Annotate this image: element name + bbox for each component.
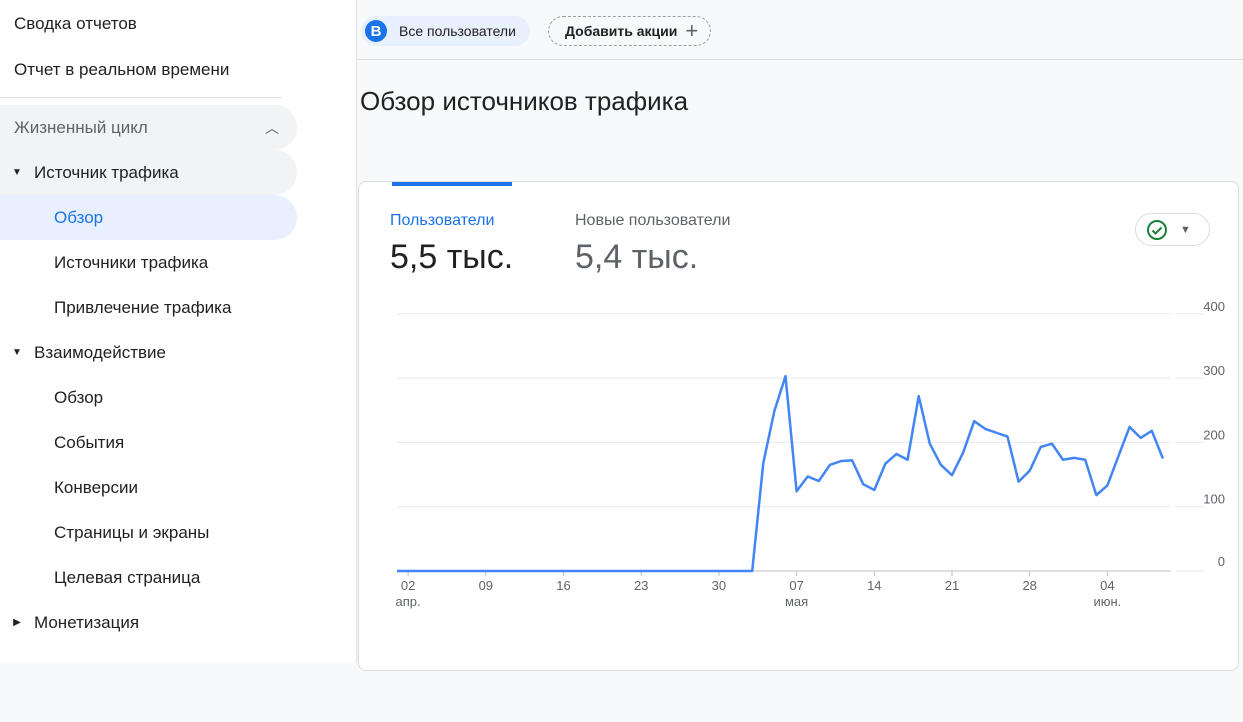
divider [358, 59, 1243, 60]
sidebar-item-label: Источник трафика [34, 162, 179, 182]
caret-down-icon[interactable]: ▼ [12, 167, 22, 178]
chevron-up-icon: ︿ [265, 119, 279, 136]
sidebar-item-label: Целевая страница [54, 567, 201, 587]
add-comparison-button[interactable]: Добавить акции + [548, 16, 712, 46]
check-circle-icon [1147, 219, 1167, 240]
divider [0, 97, 282, 98]
x-tick-label: 21 [945, 578, 959, 593]
tab-users[interactable]: Пользователи 5,5 тыс. [390, 212, 513, 277]
caret-down-icon: ▼ [1180, 223, 1191, 236]
sidebar-item-label: События [54, 432, 125, 452]
y-tick-label: 400 [1203, 299, 1225, 314]
active-tab-indicator [392, 182, 512, 186]
sidebar-item-label: Обзор [54, 207, 104, 227]
x-tick-label: 04 [1100, 578, 1114, 593]
metric-value: 5,5 тыс. [390, 238, 514, 276]
main: B Все пользователи Добавить акции + Обзор… [358, 0, 1243, 671]
caret-down-icon[interactable]: ▼ [12, 347, 22, 358]
tab-new-users[interactable]: Новые пользователи 5,4 тыс. [575, 212, 730, 277]
sidebar-item-label: Взаимодействие [34, 342, 166, 362]
chart-type-dropdown[interactable]: ▼ [1135, 213, 1210, 246]
segment-chip[interactable]: B Все пользователи [361, 16, 530, 46]
sidebar-item[interactable]: События [0, 420, 297, 465]
sidebar-item[interactable]: ▼ Взаимодействие [0, 330, 297, 375]
x-tick-label: 16 [556, 578, 570, 593]
sidebar-item-label: Источники трафика [54, 252, 209, 272]
caret-right-icon[interactable]: ▶ [13, 617, 21, 628]
y-tick-label: 100 [1203, 492, 1225, 507]
x-tick-label: 09 [479, 578, 493, 593]
segment-label: Все пользователи [399, 23, 516, 39]
x-tick-label: 28 [1022, 578, 1036, 593]
add-label: Добавить акции [565, 23, 678, 39]
x-tick-label: 07 [789, 578, 803, 593]
x-tick-label: 02 [401, 578, 415, 593]
x-tick-label: 14 [867, 578, 881, 593]
sidebar-item-label: Привлечение трафика [54, 297, 232, 317]
x-tick-label: 30 [712, 578, 726, 593]
x-tick-sublabel: июн. [1093, 594, 1121, 609]
sidebar-item[interactable]: Конверсии [0, 465, 297, 510]
y-tick-label: 0 [1218, 554, 1225, 569]
y-tick-label: 200 [1203, 427, 1225, 442]
metric-label: Пользователи [390, 212, 495, 229]
sidebar-item[interactable]: Привлечение трафика [0, 285, 297, 330]
sidebar-item[interactable]: Источники трафика [0, 240, 297, 285]
sidebar-item[interactable]: Целевая страница [0, 555, 297, 600]
sidebar-item[interactable]: Обзор [0, 195, 297, 240]
sidebar-realtime[interactable]: Отчет в реальном времени [14, 60, 230, 79]
sidebar-item-label: Обзор [54, 387, 104, 407]
y-tick-label: 300 [1203, 363, 1225, 378]
chart-card: Пользователи 5,5 тыс. Новые пользователи… [358, 181, 1239, 671]
page-title: Обзор источников трафика [360, 86, 689, 116]
metric-label: Новые пользователи [575, 212, 731, 229]
group-label: Жизненный цикл [14, 117, 148, 137]
segment-badge: B [365, 20, 387, 42]
sidebar-item-label: Конверсии [54, 477, 138, 497]
sidebar: Сводка отчетов Отчет в реальном времени … [0, 0, 357, 663]
sidebar-reports-snapshot[interactable]: Сводка отчетов [14, 14, 137, 33]
sidebar-item-label: Монетизация [34, 612, 140, 632]
sidebar-item[interactable]: ▼ Источник трафика [0, 150, 297, 195]
sidebar-item[interactable]: Обзор [0, 375, 297, 420]
metric-value: 5,4 тыс. [575, 238, 699, 276]
x-tick-sublabel: апр. [396, 594, 421, 609]
series-line-users [397, 374, 1165, 573]
sidebar-item[interactable]: ▶ Монетизация [0, 600, 297, 645]
sidebar-item[interactable]: Страницы и экраны [0, 510, 297, 555]
sidebar-group-lifecycle[interactable]: Жизненный цикл ︿ [0, 105, 297, 150]
x-tick-sublabel: мая [785, 594, 808, 609]
sidebar-item-label: Страницы и экраны [54, 522, 210, 542]
plus-icon: + [685, 18, 699, 43]
x-tick-label: 23 [634, 578, 648, 593]
